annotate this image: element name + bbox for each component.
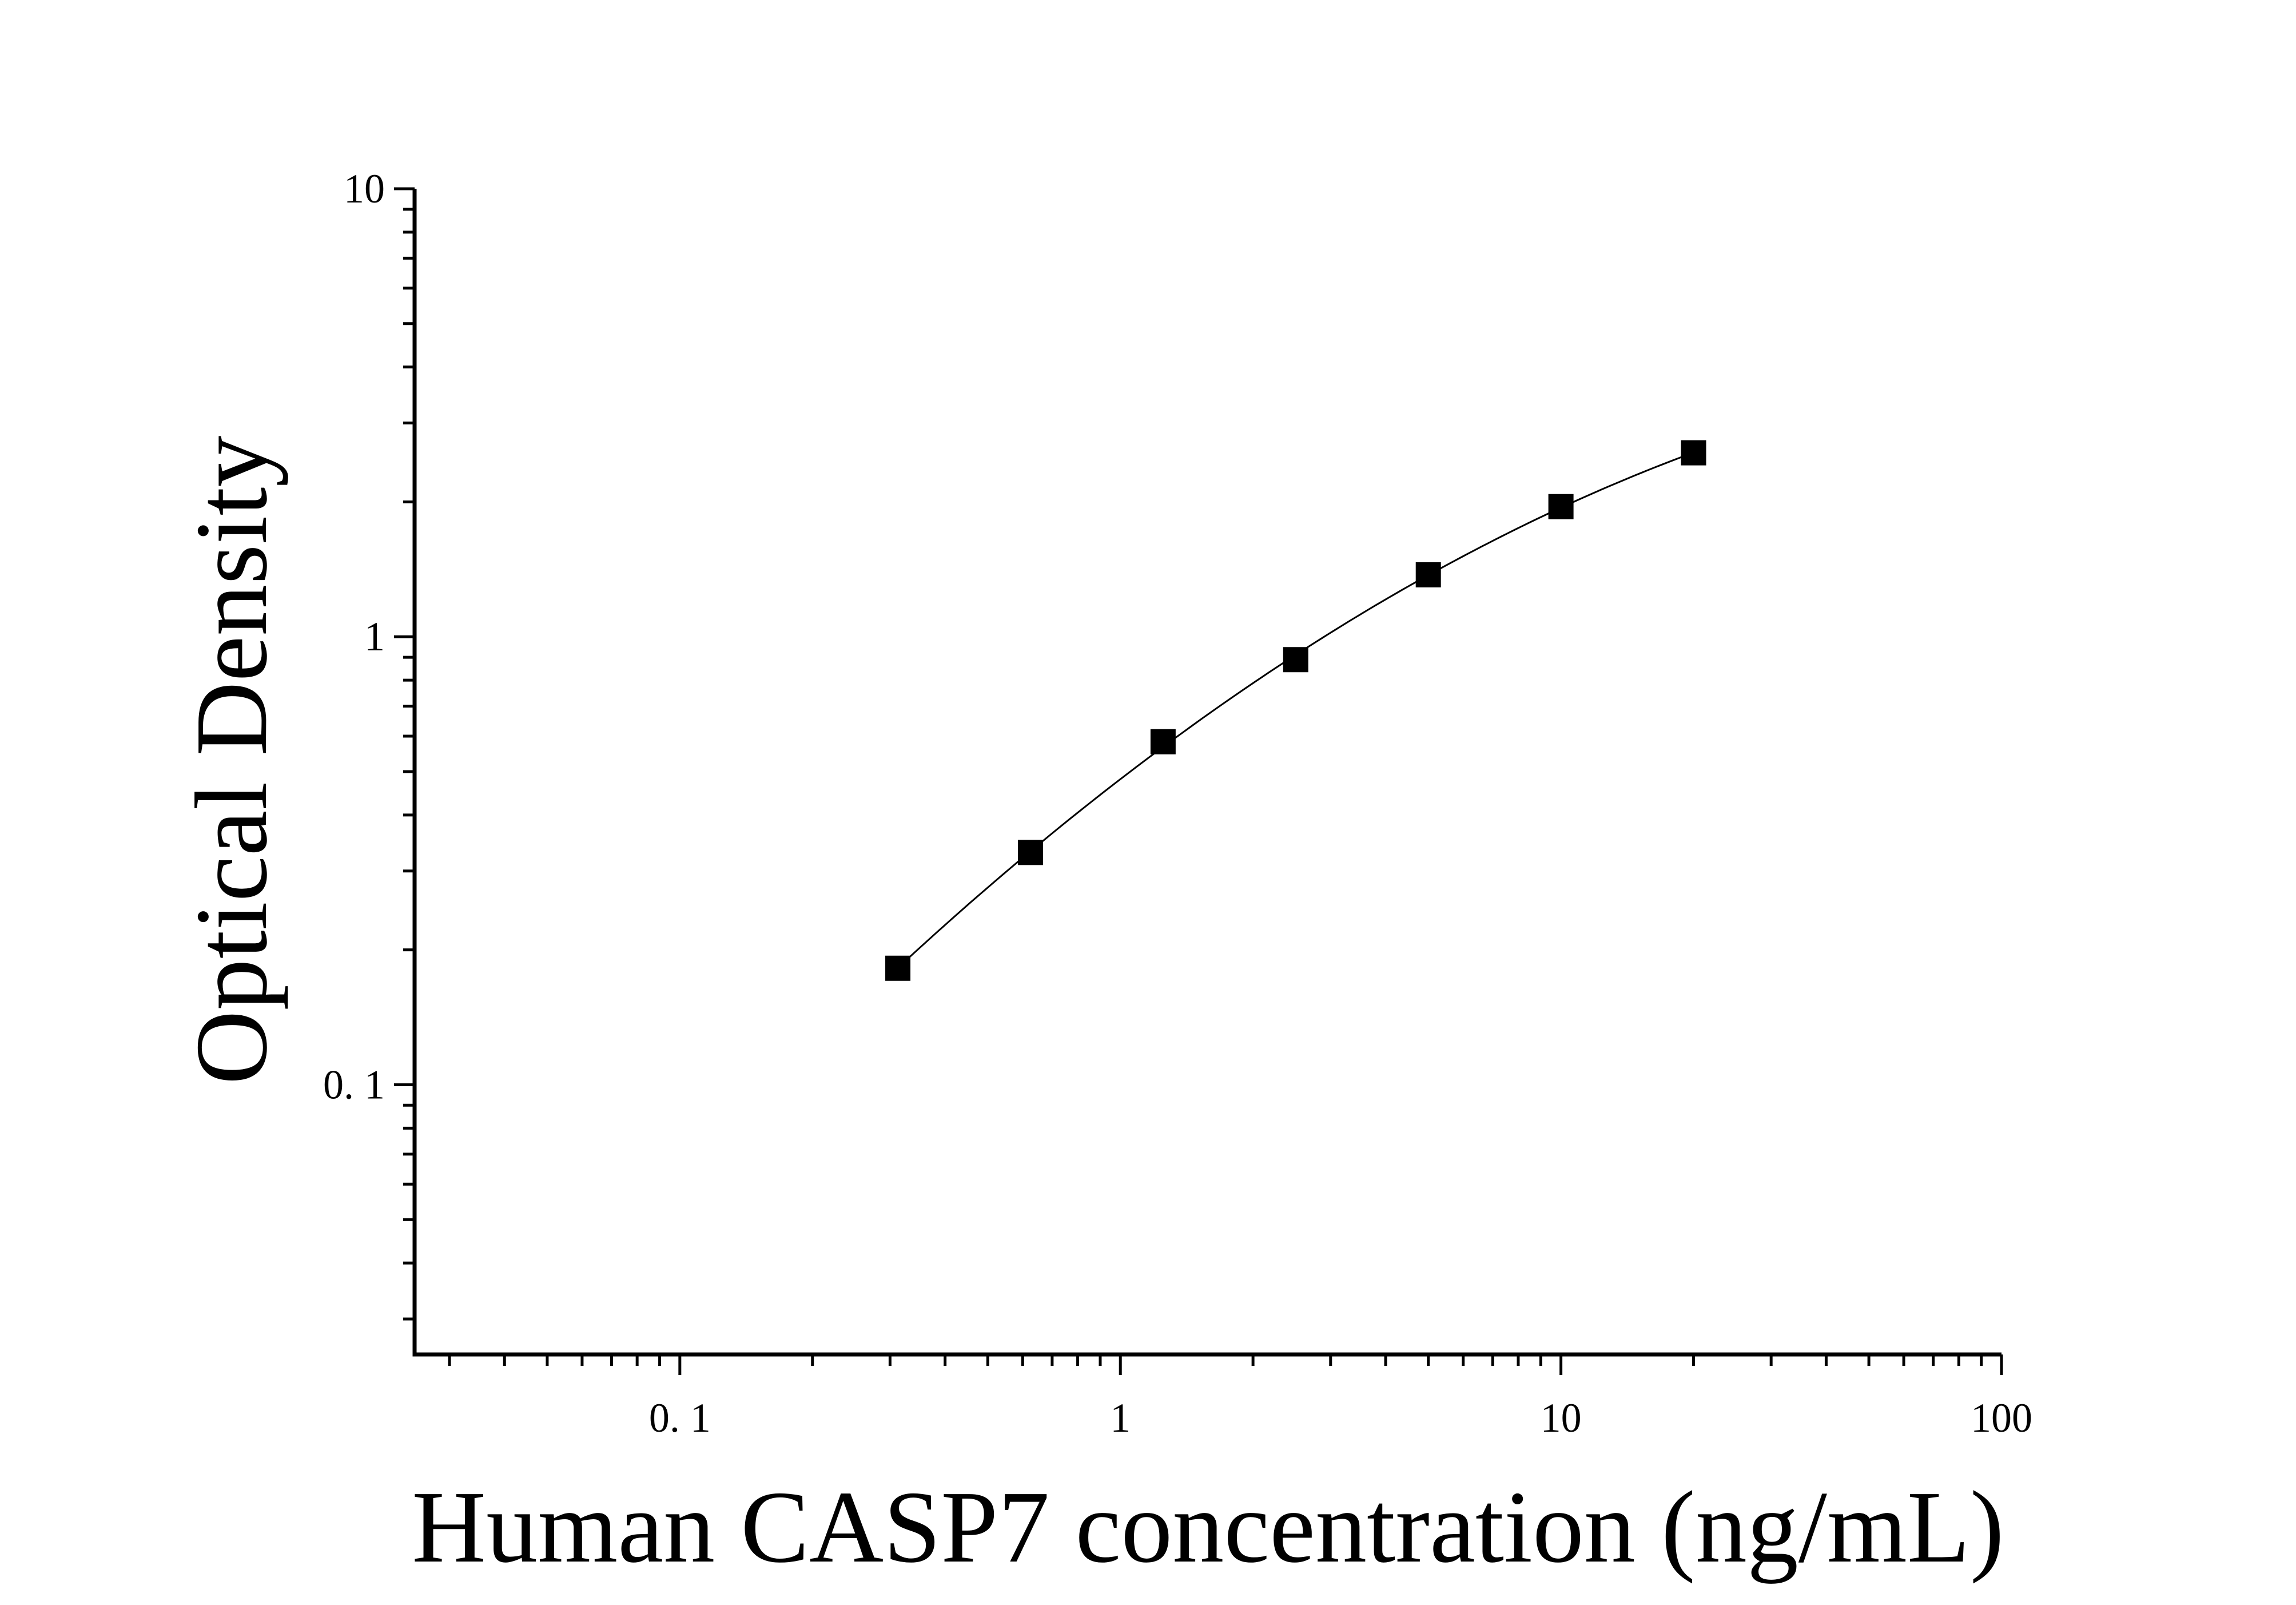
data-point	[1017, 840, 1043, 865]
data-markers	[885, 440, 1706, 981]
y-axis-title: Optical Density	[174, 436, 288, 1085]
data-point	[1283, 647, 1308, 673]
data-point	[1548, 494, 1574, 519]
fit-curve	[897, 451, 1694, 969]
data-point	[1681, 440, 1706, 466]
data-point	[1150, 729, 1176, 754]
data-point	[1415, 562, 1441, 587]
x-tick-label: 10	[1541, 1395, 1582, 1441]
x-tick-label: 0. 1	[649, 1395, 711, 1441]
x-tick-label: 1	[1110, 1395, 1131, 1441]
data-point	[885, 955, 911, 981]
y-ticks: 0. 1 1 10	[323, 166, 415, 1321]
x-tick-label: 100	[1971, 1395, 2032, 1441]
y-tick-label: 1	[364, 614, 385, 660]
x-ticks: 0. 1 1 10 100	[448, 1354, 2032, 1441]
y-tick-label: 10	[344, 166, 385, 212]
y-tick-label: 0. 1	[323, 1062, 385, 1107]
x-axis-title: Human CASP7 concentration (ng/mL)	[412, 1470, 2004, 1584]
axes: 0. 1 1 10 0. 1 1 10 100	[323, 166, 2032, 1441]
